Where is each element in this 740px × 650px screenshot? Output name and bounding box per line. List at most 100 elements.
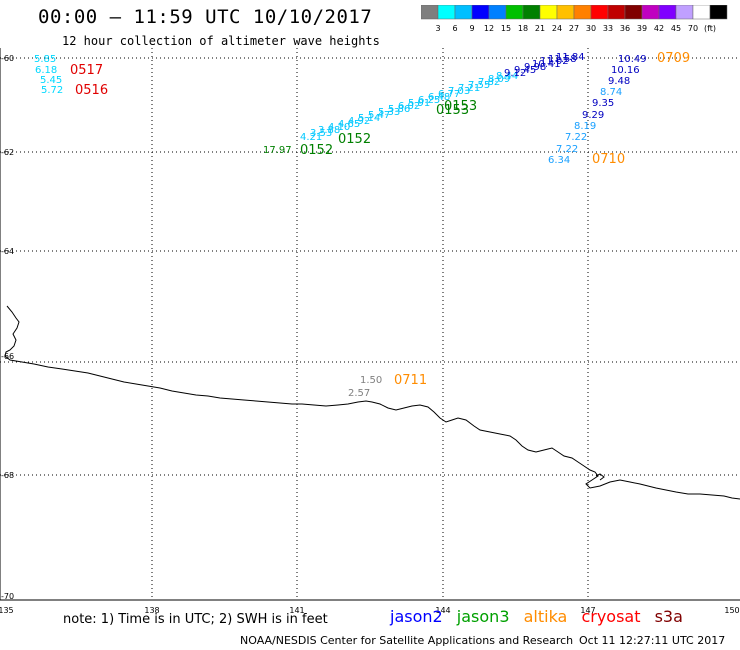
y-axis-labels: -60 -62 -64 -66 -68 -70 [1, 54, 14, 601]
swh-label: 9.29 [582, 110, 604, 121]
swh-label: 6.34 [548, 155, 570, 166]
y-tick: -66 [1, 352, 14, 361]
svg-text:8.44: 8.44 [496, 71, 518, 82]
color-scale-label: (ft) [704, 24, 716, 33]
satellite-name: jason3 [456, 607, 510, 626]
y-tick: -60 [1, 54, 14, 63]
time-label: 0153 [436, 103, 469, 118]
x-tick: 135 [0, 606, 14, 615]
satellite-name: altika [523, 607, 568, 626]
svg-text:10.41: 10.41 [532, 59, 561, 70]
satellite-legend: jason2 jason3 altika cryosat s3a [390, 607, 692, 626]
svg-text:7.55: 7.55 [468, 80, 490, 91]
x-tick: 144 [435, 606, 450, 615]
page-title: 00:00 – 11:59 UTC 10/10/2017 [38, 6, 373, 28]
y-tick: -62 [1, 148, 14, 157]
footer-note: note: 1) Time is in UTC; 2) SWH is in fe… [63, 612, 328, 627]
swh-label: 8.74 [600, 87, 622, 98]
svg-text:6.25: 6.25 [418, 95, 440, 106]
swh-label: 5.72 [41, 85, 63, 96]
color-scale-label: 39 [637, 24, 647, 33]
svg-text:3.88: 3.88 [318, 125, 340, 136]
svg-text:8.09: 8.09 [488, 74, 510, 85]
track-cluster-jason3: 4.213.533.88 4.104.654.92 5.145.475.33 5… [300, 71, 518, 143]
y-tick: -68 [1, 471, 14, 480]
swh-label: 1.50 [360, 375, 382, 386]
svg-text:4.65: 4.65 [338, 119, 360, 130]
svg-text:11.02: 11.02 [540, 56, 569, 67]
y-tick: -64 [1, 247, 14, 256]
color-scale-label: 6 [452, 24, 457, 33]
swh-label: 8.19 [574, 121, 596, 132]
swh-label: 9.48 [608, 76, 630, 87]
svg-text:5.33: 5.33 [378, 107, 400, 118]
color-scale-label: 70 [688, 24, 698, 33]
svg-text:9.12: 9.12 [504, 68, 526, 79]
satellite-name: cryosat [581, 607, 641, 626]
color-scale-legend: 3 6 9 12 15 18 21 24 27 30 33 36 39 42 45 70 (ft) [421, 5, 728, 33]
time-label: 0710 [592, 152, 625, 167]
color-scale-label: 15 [501, 24, 511, 33]
svg-text:5.91: 5.91 [408, 98, 430, 109]
x-tick: 138 [144, 606, 159, 615]
svg-text:5.14: 5.14 [358, 113, 380, 124]
satellite-name: s3a [654, 607, 683, 626]
color-scale-label: 12 [484, 24, 494, 33]
x-tick: 147 [580, 606, 595, 615]
color-scale-label: 36 [620, 24, 630, 33]
svg-text:3.53: 3.53 [310, 128, 332, 139]
coastline [4, 305, 740, 500]
time-label: 0711 [394, 373, 427, 388]
satellite-name: jason2 [390, 607, 443, 626]
x-tick: 150 [724, 606, 739, 615]
svg-text:9.45: 9.45 [514, 65, 536, 76]
time-label: 0153 [444, 99, 477, 114]
x-axis-labels: 135 138 141 144 147 150 [0, 606, 740, 615]
svg-text:11.58: 11.58 [548, 54, 577, 65]
generated-date: Oct 11 12:27:11 UTC 2017 [579, 634, 726, 647]
time-label: 0516 [75, 83, 108, 98]
swh-label: 5.85 [34, 54, 56, 65]
time-label: 0152 [338, 132, 371, 147]
color-scale-label: 27 [569, 24, 579, 33]
swh-label: 7.22 [565, 132, 587, 143]
svg-text:7.82: 7.82 [478, 77, 500, 88]
color-scale-label: 24 [552, 24, 562, 33]
svg-text:4.92: 4.92 [348, 116, 370, 127]
color-scale-label: 45 [671, 24, 681, 33]
svg-text:6.02: 6.02 [398, 101, 420, 112]
color-scale-label: 42 [654, 24, 664, 33]
svg-text:5.47: 5.47 [368, 110, 390, 121]
svg-text:9.98: 9.98 [524, 62, 546, 73]
swh-label: 10.49 [618, 54, 647, 65]
color-scale-label: 18 [518, 24, 528, 33]
swh-label: 17.97 [263, 145, 292, 156]
svg-text:7.21: 7.21 [458, 83, 480, 94]
swh-label: 6.18 [35, 65, 57, 76]
color-scale-label: 3 [435, 24, 440, 33]
swh-label: 10.16 [611, 65, 640, 76]
x-tick: 141 [289, 606, 304, 615]
swh-label: 5.45 [40, 75, 62, 86]
swh-label: 2.57 [348, 388, 370, 399]
time-label: 0152 [300, 143, 333, 158]
y-tick: -70 [1, 592, 14, 601]
swh-label: 7.22 [556, 144, 578, 155]
color-scale-label: 33 [603, 24, 613, 33]
svg-text:11.84: 11.84 [556, 52, 585, 63]
svg-text:6.77: 6.77 [438, 89, 460, 100]
svg-text:6.48: 6.48 [428, 92, 450, 103]
color-scale-label: 9 [469, 24, 474, 33]
svg-text:5.86: 5.86 [388, 104, 410, 115]
grid [0, 48, 740, 600]
page-subtitle: 12 hour collection of altimeter wave hei… [62, 34, 380, 48]
color-scale-label: 30 [586, 24, 596, 33]
credit-line: NOAA/NESDIS Center for Satellite Applica… [240, 634, 574, 647]
time-label: 0709 [657, 51, 690, 66]
color-swatch [709, 5, 728, 20]
time-label: 0517 [70, 63, 103, 78]
svg-text:4.21: 4.21 [300, 132, 322, 143]
